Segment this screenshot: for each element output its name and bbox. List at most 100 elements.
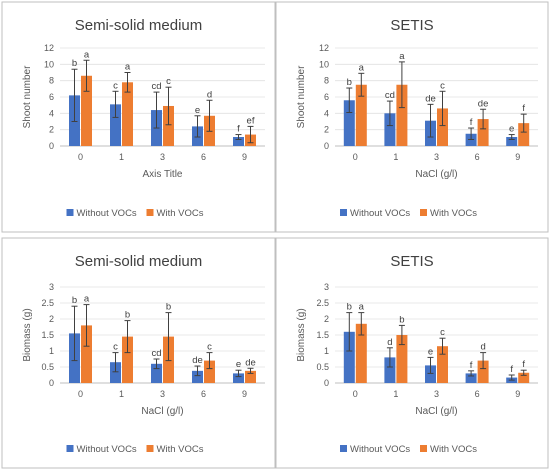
x-axis-label: NaCl (g/l) xyxy=(141,406,183,417)
significance-label: a xyxy=(84,49,90,60)
bar xyxy=(437,346,448,383)
legend-label: Without VOCs xyxy=(77,208,137,219)
bar xyxy=(355,84,367,146)
y-tick-label: 2 xyxy=(324,314,329,324)
significance-label: d xyxy=(387,337,392,348)
legend-swatch xyxy=(420,445,427,452)
legend-label: With VOCs xyxy=(430,208,477,219)
y-tick-label: 0.5 xyxy=(41,362,54,372)
significance-label: de xyxy=(425,93,436,104)
significance-label: f xyxy=(237,124,240,135)
y-tick-label: 6 xyxy=(49,92,54,102)
chart-title: SETIS xyxy=(390,17,433,34)
bar xyxy=(425,365,436,383)
x-tick-label: 0 xyxy=(353,152,358,162)
significance-label: e xyxy=(236,359,241,370)
bar xyxy=(163,105,174,146)
y-axis-label: Shoot number xyxy=(22,65,33,128)
significance-label: c xyxy=(440,327,445,338)
bar xyxy=(518,123,530,146)
legend-label: Without VOCs xyxy=(350,444,410,455)
y-tick-label: 12 xyxy=(44,43,54,53)
y-tick-label: 1 xyxy=(49,346,54,356)
chart-frame xyxy=(275,1,549,233)
bar xyxy=(151,363,162,383)
chart-title: Semi-solid medium xyxy=(75,253,203,270)
significance-label: e xyxy=(195,105,200,116)
chart-title: Semi-solid medium xyxy=(75,17,203,34)
x-tick-label: 0 xyxy=(78,389,83,399)
legend-swatch xyxy=(420,209,427,216)
chart-panel-3: Semi-solid medium 0 0.5 1 1.5 2 2.5 3 Biomass (g… xyxy=(1,237,276,469)
legend-swatch xyxy=(66,209,74,216)
bar xyxy=(477,360,489,383)
y-tick-label: 10 xyxy=(319,59,329,69)
significance-label: ef xyxy=(247,115,255,126)
bar xyxy=(437,108,448,146)
x-tick-label: 1 xyxy=(119,389,124,399)
x-tick-label: 9 xyxy=(242,389,247,399)
significance-label: c xyxy=(440,80,445,91)
x-tick-label: 3 xyxy=(434,389,439,399)
y-tick-label: 2 xyxy=(324,125,329,135)
y-tick-label: 4 xyxy=(324,108,329,118)
x-tick-label: 6 xyxy=(201,389,206,399)
x-tick-label: 9 xyxy=(515,152,520,162)
y-tick-label: 2.5 xyxy=(316,298,329,308)
significance-label: b xyxy=(72,295,77,306)
bar xyxy=(233,373,244,383)
legend-label: With VOCs xyxy=(157,208,204,219)
x-tick-label: 6 xyxy=(475,389,480,399)
legend-swatch xyxy=(146,209,154,216)
bar xyxy=(233,137,244,146)
bar xyxy=(81,325,92,383)
legend-swatch xyxy=(340,209,347,216)
y-tick-label: 2 xyxy=(49,314,54,324)
significance-label: d xyxy=(207,89,212,100)
y-tick-label: 8 xyxy=(49,76,54,86)
y-tick-label: 12 xyxy=(319,43,329,53)
y-tick-label: 0 xyxy=(49,141,54,151)
bar xyxy=(204,360,215,383)
significance-label: b xyxy=(399,314,404,325)
x-tick-label: 0 xyxy=(353,389,358,399)
significance-label: a xyxy=(84,294,90,305)
y-tick-label: 0 xyxy=(324,378,329,388)
bar xyxy=(465,373,477,383)
significance-label: a xyxy=(125,62,131,73)
y-tick-label: 3 xyxy=(49,282,54,292)
x-tick-label: 3 xyxy=(160,389,165,399)
y-tick-label: 0 xyxy=(49,378,54,388)
bar xyxy=(81,75,92,146)
y-tick-label: 2 xyxy=(49,125,54,135)
chart-frame xyxy=(1,237,276,469)
chart-panel-1: Semi-solid medium 0 2 4 6 8 10 12 Shoot number 0 b… xyxy=(1,1,276,233)
x-tick-label: 9 xyxy=(515,389,520,399)
x-tick-label: 9 xyxy=(242,152,247,162)
y-tick-label: 1.5 xyxy=(41,330,54,340)
legend-label: With VOCs xyxy=(157,444,204,455)
y-tick-label: 8 xyxy=(324,76,329,86)
significance-label: de xyxy=(478,98,489,109)
y-tick-label: 0 xyxy=(324,141,329,151)
x-tick-label: 1 xyxy=(393,152,398,162)
bar xyxy=(343,100,355,146)
x-tick-label: 0 xyxy=(78,152,83,162)
bar xyxy=(384,113,396,146)
legend-label: With VOCs xyxy=(430,444,477,455)
y-tick-label: 6 xyxy=(324,92,329,102)
significance-label: f xyxy=(470,360,473,371)
significance-label: a xyxy=(359,302,365,313)
y-tick-label: 2.5 xyxy=(41,298,54,308)
significance-label: e xyxy=(509,124,514,135)
bar xyxy=(506,137,518,146)
bar xyxy=(396,84,408,146)
significance-label: d xyxy=(480,342,485,353)
y-axis-label: Biomass (g) xyxy=(22,308,33,361)
significance-label: e xyxy=(428,346,433,357)
significance-label: c xyxy=(113,342,118,353)
chart-frame xyxy=(275,237,549,469)
bar xyxy=(396,335,408,383)
